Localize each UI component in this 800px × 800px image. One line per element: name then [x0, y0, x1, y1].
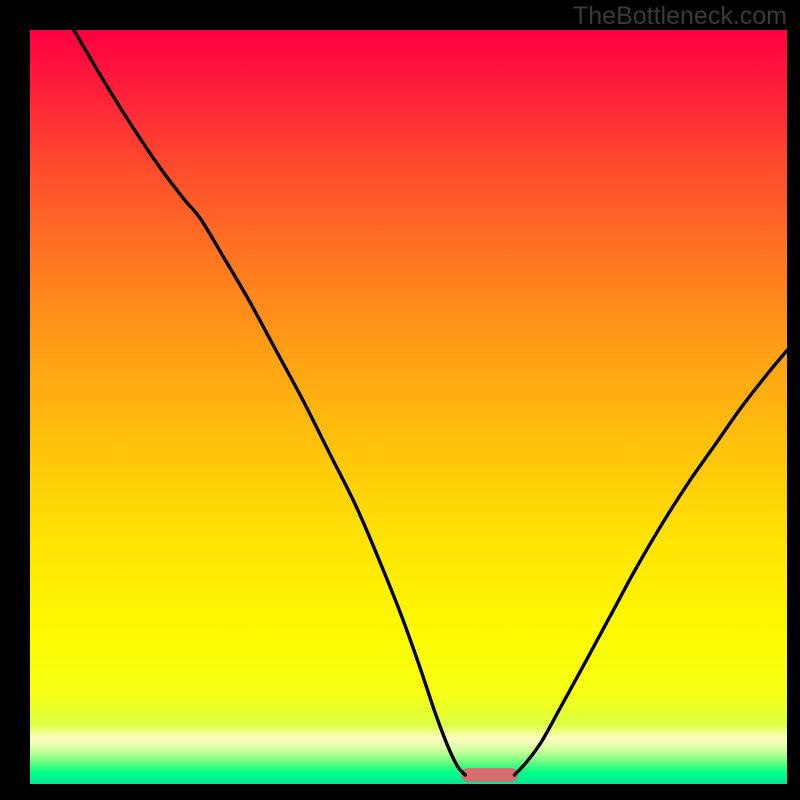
chart-container: TheBottleneck.com	[0, 0, 800, 800]
background-gradient	[30, 30, 787, 784]
attribution-label: TheBottleneck.com	[573, 2, 787, 31]
plot-area	[30, 30, 787, 784]
